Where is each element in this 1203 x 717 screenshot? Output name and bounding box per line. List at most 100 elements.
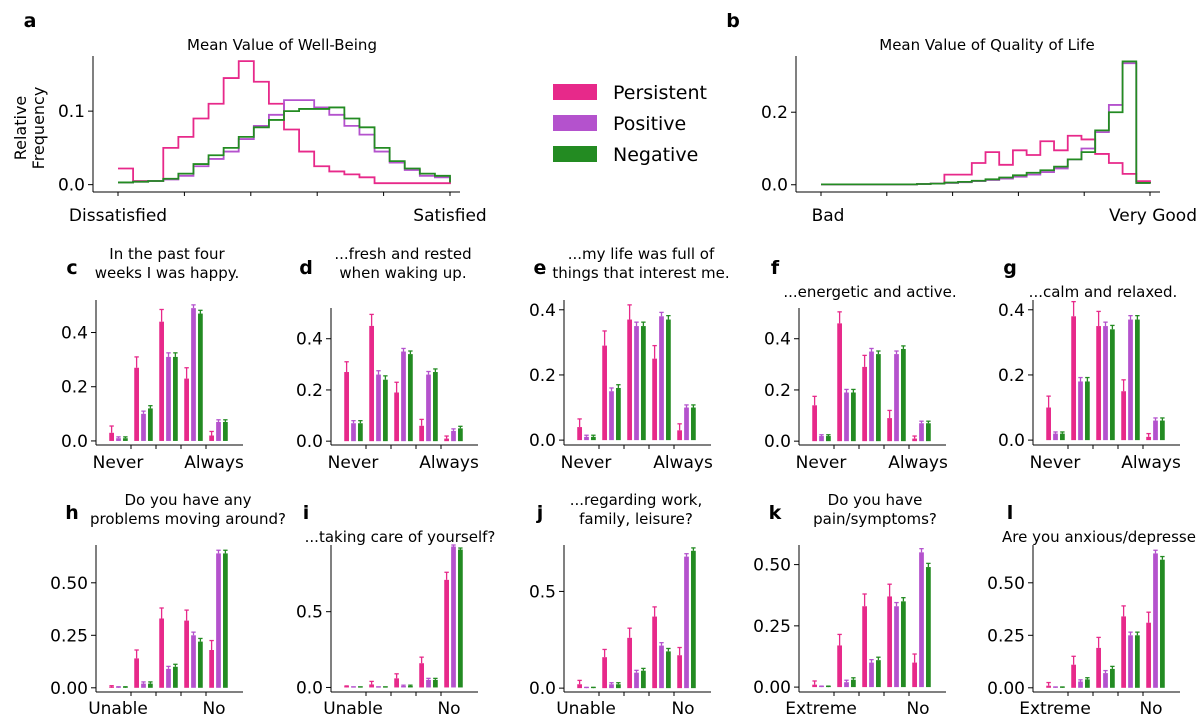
x-category-label: Never: [561, 453, 612, 473]
x-category-label: Unable: [323, 699, 383, 717]
legend-swatch-persistent: [553, 84, 597, 100]
y-tick-label: 0.50: [753, 556, 791, 576]
y-axis-label: Frequency: [29, 87, 48, 170]
bar-positive: [1153, 553, 1158, 688]
bar-persistent: [1071, 316, 1076, 441]
bar-negative: [358, 423, 363, 442]
panel-title: pain/symptoms?: [813, 510, 937, 528]
bar-negative: [223, 421, 228, 441]
bar-persistent: [369, 325, 374, 442]
x-category-label: No: [1139, 699, 1162, 717]
panel-letter: k: [769, 502, 782, 524]
legend-label-positive: Positive: [613, 113, 686, 135]
y-tick-label: 0.0: [529, 431, 556, 451]
bar-persistent: [184, 620, 189, 688]
y-tick-label: 0.5: [296, 603, 323, 623]
panel-title: things that interest me.: [552, 264, 729, 282]
y-tick-label: 0.0: [529, 679, 556, 699]
bar-positive: [1128, 319, 1133, 441]
panel-a: a Mean Value of Well-Being 0.0 0.1 Dissatisf…: [11, 10, 487, 226]
series-negative-line: [821, 60, 1151, 186]
bar-persistent: [184, 378, 189, 441]
bar-persistent: [444, 438, 449, 442]
bar-persistent: [1046, 685, 1051, 688]
panel-title: ...energetic and active.: [783, 283, 956, 301]
x-category-label: Always: [184, 453, 244, 473]
bar-persistent: [394, 678, 399, 688]
bar-persistent: [862, 366, 867, 442]
bar-negative: [433, 372, 438, 442]
bar-persistent: [1121, 616, 1126, 688]
bar-persistent: [812, 684, 817, 688]
bar-persistent: [602, 657, 607, 689]
bar-positive: [216, 553, 221, 688]
bar-negative: [851, 679, 856, 688]
x-category-label: No: [437, 699, 460, 717]
bar-positive: [191, 308, 196, 441]
bar-negative: [173, 356, 178, 441]
y-tick-label: 0.50: [50, 574, 88, 594]
bar-negative: [876, 660, 881, 688]
bar-positive: [216, 421, 221, 441]
y-tick-label: 0.4: [998, 301, 1025, 321]
bar-positive: [376, 374, 381, 442]
bar-persistent: [1096, 647, 1101, 688]
panel-letter: l: [1007, 502, 1014, 524]
bar-positive: [844, 682, 849, 688]
bar-persistent: [1146, 436, 1151, 441]
bar-positive: [684, 556, 689, 689]
y-tick-label: 0.2: [764, 381, 791, 401]
bar-persistent: [209, 650, 214, 688]
x-category-label: Dissatisfied: [69, 206, 167, 226]
bar-persistent: [862, 606, 867, 688]
bar-positive: [819, 436, 824, 442]
bar-positive: [401, 685, 406, 688]
y-tick-label: 0.4: [764, 330, 791, 350]
bar-persistent: [344, 372, 349, 442]
panel-title: ...regarding work,: [570, 491, 703, 509]
y-tick-label: 0.25: [987, 626, 1025, 646]
panel-title: weeks I was happy.: [95, 264, 239, 282]
bar-negative: [666, 651, 671, 689]
bar-positive: [634, 672, 639, 689]
y-tick-label: 0.2: [296, 381, 323, 401]
bar-negative: [383, 379, 388, 442]
bar-negative: [148, 408, 153, 441]
y-tick-label: 0.50: [987, 574, 1025, 594]
bar-persistent: [887, 596, 892, 688]
bar-negative: [408, 354, 413, 442]
panel-letter: i: [303, 502, 310, 524]
panel-l: l Are you anxious/depresse 0.00 0.25 0.50 Ext…: [987, 502, 1196, 717]
bar-positive: [659, 645, 664, 689]
bar-positive: [1103, 673, 1108, 688]
bar-persistent: [812, 405, 817, 442]
bar-negative: [1085, 381, 1090, 441]
x-category-label: Very Good: [1109, 206, 1197, 226]
bar-positive: [634, 326, 639, 441]
x-category-label: Unable: [88, 699, 148, 717]
panel-title: Mean Value of Quality of Life: [879, 36, 1094, 54]
bar-negative: [123, 438, 128, 441]
x-category-label: Never: [93, 453, 144, 473]
y-tick-label: 0.0: [296, 678, 323, 698]
bar-persistent: [394, 392, 399, 442]
panel-letter: d: [299, 257, 313, 279]
x-category-label: No: [671, 699, 694, 717]
bar-persistent: [1046, 407, 1051, 441]
y-tick-label: 0.2: [61, 378, 88, 398]
panel-j: j ...regarding work,family, leisure? 0.0 0.…: [529, 491, 711, 717]
panel-title: ...my life was full of: [568, 245, 715, 263]
panel-letter: c: [66, 257, 77, 279]
legend: Persistent Positive Negative: [553, 82, 707, 166]
bar-negative: [1060, 433, 1065, 441]
bar-negative: [641, 326, 646, 441]
bar-negative: [876, 354, 881, 442]
bar-positive: [919, 423, 924, 442]
y-tick-label: 0.2: [529, 366, 556, 386]
panel-title: Do you have: [828, 491, 923, 509]
bar-negative: [1160, 559, 1165, 688]
bar-persistent: [1071, 664, 1076, 688]
y-tick-label: 0.0: [296, 432, 323, 452]
y-tick-label: 0.0: [998, 431, 1025, 451]
